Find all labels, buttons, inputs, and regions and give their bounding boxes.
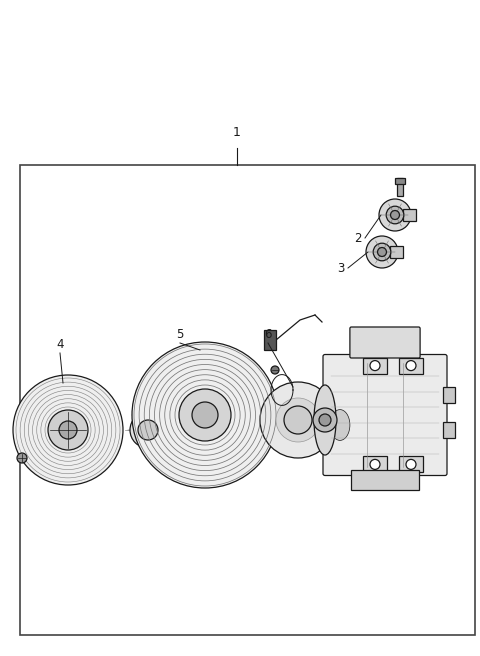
Ellipse shape [330,409,350,440]
Circle shape [192,402,218,428]
Bar [443,387,455,403]
Circle shape [370,361,380,371]
Bar [390,245,403,258]
Circle shape [284,406,312,434]
Text: 2: 2 [355,232,362,245]
Circle shape [373,243,391,261]
Bar [395,178,405,184]
Circle shape [379,199,411,231]
Bar [363,457,387,472]
Circle shape [276,398,320,442]
Bar [443,422,455,438]
Circle shape [366,236,398,268]
Bar [264,330,276,350]
Bar [397,178,403,196]
Circle shape [59,421,77,439]
Circle shape [391,211,399,220]
Circle shape [406,361,416,371]
Circle shape [138,420,158,440]
Circle shape [406,459,416,470]
Circle shape [386,206,404,224]
Bar [399,457,423,472]
Text: 5: 5 [176,329,184,342]
Text: 6: 6 [264,329,272,342]
Bar [20,165,475,635]
Circle shape [271,366,279,374]
Circle shape [13,375,123,485]
Circle shape [313,408,337,432]
Text: 1: 1 [233,127,241,140]
Text: 4: 4 [56,338,64,352]
Circle shape [377,247,386,256]
FancyBboxPatch shape [350,327,420,358]
Bar [403,209,416,222]
Circle shape [260,382,336,458]
Bar [351,470,419,489]
Circle shape [319,414,331,426]
Text: 3: 3 [337,262,345,274]
Ellipse shape [322,397,358,453]
Bar [363,358,387,374]
FancyBboxPatch shape [323,354,447,476]
Circle shape [132,342,278,488]
Circle shape [370,459,380,470]
Circle shape [17,453,27,463]
Bar [399,358,423,374]
Circle shape [48,410,88,450]
Ellipse shape [314,385,336,455]
Circle shape [130,412,166,448]
Circle shape [179,389,231,441]
